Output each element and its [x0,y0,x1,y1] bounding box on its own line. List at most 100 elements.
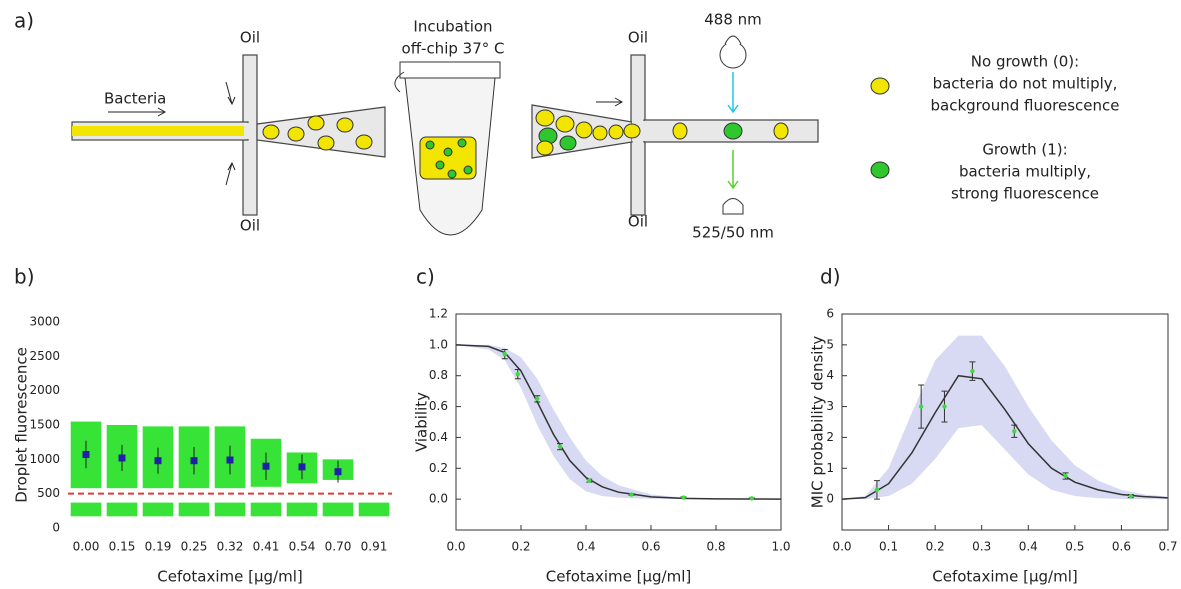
low-cluster [142,502,174,517]
x-tick-label: 0.5 [1065,540,1084,554]
x-tick-label: 0.4 [1019,540,1038,554]
x-tick-label: 0.3 [972,540,991,554]
x-tick-label: 0.41 [253,540,280,554]
plot-frame [455,313,782,531]
oil-label: Oil [240,217,260,235]
x-tick-label: 0.25 [181,540,208,554]
y-axis-label: MIC probability density [809,336,827,509]
x-tick-label: 0.6 [641,540,660,554]
low-cluster [358,502,390,517]
y-tick-label: 0.4 [429,430,448,444]
light-source [719,35,747,69]
incubation-label: Incubation [413,18,492,36]
bacteria-label: Bacteria [104,90,166,108]
tube-droplets [419,136,477,180]
detector [722,198,744,215]
droplets [262,115,373,151]
tube-hinge [394,71,405,93]
low-cluster [70,502,102,517]
y-tick-label: 1000 [29,452,60,466]
mean-marker [334,468,342,476]
outlet-channel [256,106,386,158]
bacteria-stream [72,126,244,136]
y-tick-label: 2 [826,430,834,444]
droplets [535,109,789,156]
y-axis-label: Viability [413,392,431,452]
data-point [749,496,754,501]
low-cluster [286,502,318,517]
y-tick-label: 3000 [29,315,60,329]
data-point [681,495,686,500]
x-axis-label: Cefotaxime [μg/ml] [546,568,692,586]
y-tick-label: 2000 [29,383,60,397]
x-tick-label: 0.1 [879,540,898,554]
y-tick-label: 0.8 [429,368,448,382]
panel-label: c) [416,265,435,289]
mean-marker [262,462,270,470]
data-point [918,404,924,409]
x-tick-label: 0.6 [1112,540,1131,554]
incubation-label: off-chip 37° C [402,40,505,58]
data-point [535,396,540,402]
x-tick-label: 0.8 [706,540,725,554]
x-tick-label: 0.0 [832,540,851,554]
data-point [942,404,947,409]
x-tick-label: 0.7 [1158,540,1177,554]
panel-label: d) [820,265,841,289]
emission-label: 525/50 nm [692,224,774,242]
x-tick-label: 0.32 [217,540,244,554]
data-point [1063,473,1068,479]
low-cluster [250,502,282,517]
junction [244,123,256,139]
y-tick-label: 3 [826,399,834,413]
mean-marker [298,463,306,471]
x-tick-label: 0.15 [109,540,136,554]
panel-label: a) [14,9,34,33]
y-tick-label: 1.0 [429,337,448,351]
y-tick-label: 1.2 [429,307,448,321]
data-point [1128,493,1133,499]
mean-marker [190,457,198,465]
data-point [557,444,563,449]
legend-text: strong fluorescence [951,185,1099,203]
excitation-label: 488 nm [704,11,762,29]
x-tick-label: 0.70 [325,540,352,554]
mean-marker [226,456,234,464]
y-tick-label: 0.2 [429,461,448,475]
oil-label: Oil [628,29,648,47]
x-tick-label: 0.19 [145,540,172,554]
emission-arrow [727,150,739,190]
low-cluster [214,502,246,517]
diagram: a) Oil Oil Bacteria Incubation off-ch [14,9,1119,242]
legend-text: background fluorescence [931,97,1120,115]
fit-curve [841,374,1169,500]
y-tick-label: 0 [52,521,60,535]
y-tick-label: 2500 [29,349,60,363]
x-tick-label: 0.0 [446,540,465,554]
x-tick-label: 0.4 [576,540,595,554]
data-point [502,351,507,357]
y-tick-label: 5 [826,337,834,351]
x-tick-label: 0.91 [361,540,388,554]
y-tick-label: 1 [826,461,834,475]
x-axis-label: Cefotaxime [μg/ml] [932,568,1078,586]
x-tick-label: 0.00 [73,540,100,554]
data-point [515,371,520,377]
y-axis-label: Droplet fluorescence [13,347,31,503]
mean-marker [154,457,162,465]
mean-marker [82,451,90,459]
confidence-band [456,344,781,500]
plot-frame [841,313,1169,531]
mean-marker [118,454,126,462]
y-tick-label: 0 [826,492,834,506]
low-cluster [178,502,210,517]
y-tick-label: 4 [826,368,834,382]
y-tick-label: 1500 [29,418,60,432]
legend-text: Growth (1): [982,141,1067,159]
data-point [970,368,975,374]
excitation-arrow [727,72,739,114]
x-tick-label: 0.2 [511,540,530,554]
y-tick-label: 6 [826,307,834,321]
y-tick-label: 0.6 [429,399,448,413]
data-point [1012,429,1017,434]
